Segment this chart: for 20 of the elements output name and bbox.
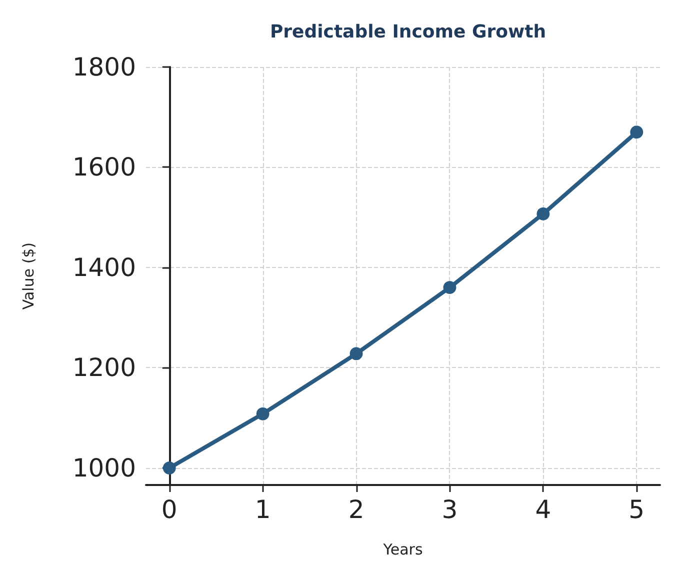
y-tick-label: 1200	[72, 353, 136, 382]
point	[443, 281, 456, 294]
point	[350, 347, 363, 360]
chart-title: Predictable Income Growth	[270, 22, 546, 42]
y-tick-label: 1000	[72, 453, 136, 482]
x-axis-title: Years	[382, 540, 423, 558]
y-tick-label: 1800	[72, 52, 136, 82]
x-tick-label: 0	[161, 495, 178, 524]
point	[630, 126, 644, 139]
y-tick-label: 1400	[72, 252, 136, 282]
point	[162, 461, 176, 474]
x-tick-label: 3	[442, 495, 458, 524]
x-tick-label: 4	[535, 495, 552, 524]
point	[536, 207, 550, 220]
x-tick-label: 5	[628, 495, 645, 524]
y-tick-label: 1600	[72, 152, 136, 182]
y-axis-title: Value ($)	[20, 242, 38, 310]
x-tick-label: 2	[348, 495, 364, 524]
x-tick-label: 1	[254, 495, 271, 524]
point	[256, 407, 270, 420]
